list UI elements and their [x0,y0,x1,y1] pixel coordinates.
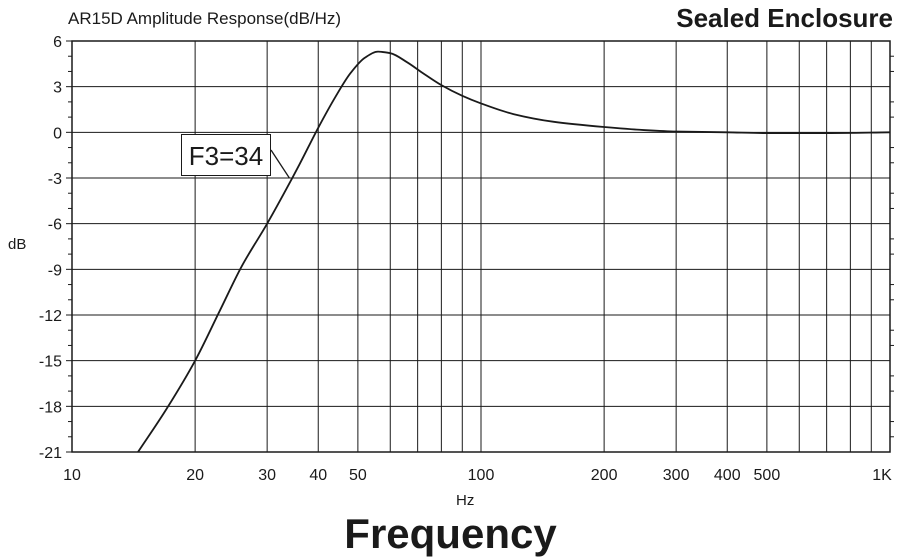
y-grid-lines [72,86,890,407]
y-tick-label: -21 [39,445,62,462]
y-tick-label: -3 [48,171,62,188]
x-tick-label: 200 [591,467,618,484]
x-tick-label: 40 [309,467,327,484]
y-tick-label: -15 [39,354,62,371]
y-tick-label: 6 [53,34,62,51]
y-axis-label: dB [8,236,27,253]
f3-annotation-box: F3=34 [181,134,271,176]
x-tick-label: 500 [754,467,781,484]
x-tick-label: 400 [714,467,741,484]
x-tick-label: 50 [349,467,367,484]
y-tick-labels: 6 3 0 -3 -6 -9 -12 -15 -18 -21 [39,34,62,462]
x-tick-label: 30 [258,467,276,484]
chart-title: AR15D Amplitude Response(dB/Hz) [68,9,342,28]
y-tick-label: -9 [48,262,62,279]
y-tick-label: -6 [48,217,62,234]
x-axis-label: Hz [456,492,475,509]
x-tick-label: 100 [468,467,495,484]
frequency-caption: Frequency [344,510,557,557]
annotation-leader-line [270,149,290,179]
y-tick-label: 0 [53,125,62,142]
x-tick-label: 20 [186,467,204,484]
y-tick-label: 3 [53,80,62,97]
y-tick-label: -12 [39,308,62,325]
x-tick-labels: 10 20 30 40 50 100 200 300 400 500 1K [63,467,892,484]
response-curve [137,50,891,453]
x-tick-label: 10 [63,467,81,484]
y-tick-label: -18 [39,399,62,416]
plot-frame [71,40,891,453]
x-tick-label: 300 [663,467,690,484]
x-grid-lines [194,41,872,452]
x-tick-label: 1K [872,467,892,484]
chart-subtitle: Sealed Enclosure [676,3,893,33]
